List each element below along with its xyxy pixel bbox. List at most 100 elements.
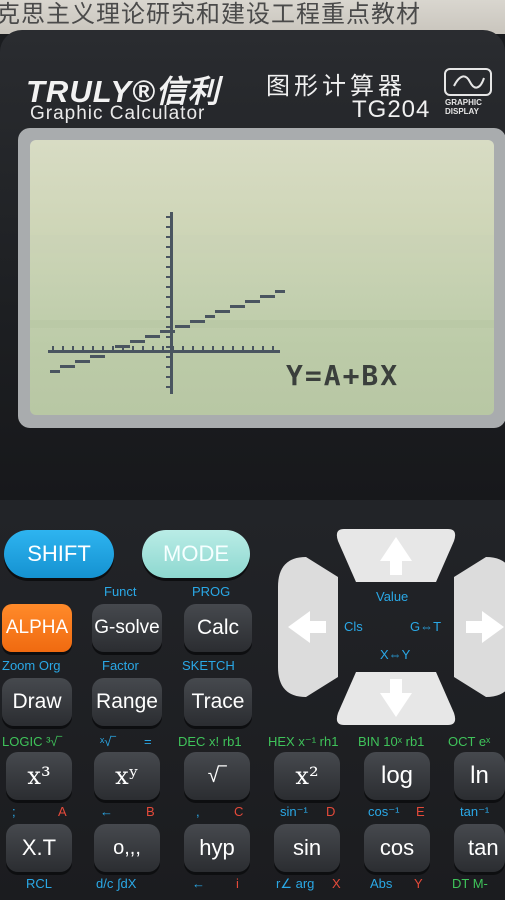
tan-button[interactable]: tan bbox=[454, 824, 505, 872]
screen-glare-band bbox=[30, 320, 494, 328]
x-axis-tick bbox=[152, 346, 154, 350]
y-axis-tick bbox=[166, 316, 170, 318]
calc-button[interactable]: Calc bbox=[184, 604, 252, 652]
square-root-button[interactable]: √‾ bbox=[184, 752, 250, 800]
abs-label: Abs bbox=[370, 876, 393, 891]
ln-button[interactable]: ln bbox=[454, 752, 505, 800]
x-cubed-button[interactable]: x³ bbox=[6, 752, 72, 800]
x-axis-tick bbox=[82, 346, 84, 350]
semicolon-label: ; bbox=[12, 804, 16, 819]
x-axis-tick bbox=[262, 346, 264, 350]
graph-line-pixel bbox=[145, 335, 150, 338]
brand-subtitle: Graphic Calculator bbox=[30, 103, 206, 124]
arrow-i-label: ← bbox=[192, 876, 205, 891]
zoom-org-label: Zoom Org bbox=[2, 658, 61, 673]
x-axis-tick bbox=[92, 346, 94, 350]
funct-label: Funct bbox=[104, 584, 137, 599]
brand-logo: TRULY®信利 bbox=[26, 74, 220, 109]
hyp-button[interactable]: hyp bbox=[184, 824, 250, 872]
y-axis-tick bbox=[166, 366, 170, 368]
factor-label: Factor bbox=[102, 658, 139, 673]
graph-line-pixel bbox=[235, 305, 240, 308]
background-paper: 克思主义理论研究和建设工程重点教材 bbox=[0, 0, 505, 34]
arrow-up-icon bbox=[380, 537, 412, 575]
bin-label: BIN 10ˣ rb1 bbox=[358, 734, 425, 749]
x-axis-tick bbox=[102, 346, 104, 350]
graph-line-pixel bbox=[200, 320, 205, 323]
graph-line-pixel bbox=[195, 320, 200, 323]
graph-line-pixel bbox=[175, 325, 180, 328]
value-label: Value bbox=[376, 589, 409, 604]
graph-line-pixel bbox=[220, 310, 225, 313]
draw-button[interactable]: Draw bbox=[2, 678, 72, 726]
log-button[interactable]: log bbox=[364, 752, 430, 800]
y-axis-tick bbox=[166, 356, 170, 358]
alpha-e-label: E bbox=[416, 804, 425, 819]
alpha-a-label: A bbox=[58, 804, 67, 819]
y-axis-tick bbox=[166, 236, 170, 238]
graph-line-pixel bbox=[135, 340, 140, 343]
model-number: TG204 bbox=[352, 96, 431, 123]
graph-line-pixel bbox=[265, 295, 270, 298]
graph-line-pixel bbox=[55, 370, 60, 373]
rcl-label: RCL bbox=[26, 876, 53, 891]
graph-line-pixel bbox=[280, 290, 285, 293]
y-axis-tick bbox=[166, 276, 170, 278]
alpha-button[interactable]: ALPHA bbox=[2, 604, 72, 652]
graph-line-pixel bbox=[275, 290, 280, 293]
dec-label: DEC x! rb1 bbox=[178, 734, 242, 749]
graph-line-pixel bbox=[140, 340, 145, 343]
x-axis-tick bbox=[62, 346, 64, 350]
x-axis-tick bbox=[162, 346, 164, 350]
wave-icon bbox=[453, 75, 485, 89]
graph-line-pixel bbox=[150, 335, 155, 338]
y-axis-tick bbox=[166, 226, 170, 228]
x-axis-tick bbox=[142, 346, 144, 350]
graph-line-pixel bbox=[80, 360, 85, 363]
graphic-display-icon bbox=[444, 68, 492, 96]
x-power-y-button[interactable]: xʸ bbox=[94, 752, 160, 800]
range-button[interactable]: Range bbox=[92, 678, 162, 726]
dt-label: DT M- bbox=[452, 876, 488, 891]
g-solve-button[interactable]: G-solve bbox=[92, 604, 162, 652]
graph-line-pixel bbox=[205, 315, 210, 318]
x-axis-tick bbox=[132, 346, 134, 350]
dpad-shape bbox=[278, 529, 505, 725]
sin-button[interactable]: sin bbox=[274, 824, 340, 872]
graph-plot: Y=A+BX bbox=[30, 212, 494, 394]
graph-line-pixel bbox=[240, 305, 245, 308]
graph-line-pixel bbox=[225, 310, 230, 313]
graph-line-pixel bbox=[155, 335, 160, 338]
paper-text: 克思主义理论研究和建设工程重点教材 bbox=[0, 0, 421, 28]
x-axis-tick bbox=[192, 346, 194, 350]
sketch-label: SKETCH bbox=[182, 658, 235, 673]
eq-label: = bbox=[144, 734, 152, 749]
rarg-label: r∠ arg bbox=[276, 876, 315, 891]
x-axis-tick bbox=[272, 346, 274, 350]
y-axis-tick bbox=[166, 336, 170, 338]
arrow-right-icon bbox=[466, 611, 504, 643]
trace-button[interactable]: Trace bbox=[184, 678, 252, 726]
x-t-button[interactable]: X.T bbox=[6, 824, 72, 872]
graph-line-pixel bbox=[65, 365, 70, 368]
alpha-x-label: X bbox=[332, 876, 341, 891]
graph-line bbox=[50, 290, 285, 373]
graph-line-pixel bbox=[60, 365, 65, 368]
cos-button[interactable]: cos bbox=[364, 824, 430, 872]
cls-label: Cls bbox=[344, 619, 363, 634]
alpha-b-label: B bbox=[146, 804, 155, 819]
oct-label: OCT eˣ bbox=[448, 734, 491, 749]
graph-line-pixel bbox=[270, 295, 275, 298]
mode-button[interactable]: MODE bbox=[142, 530, 250, 578]
degree-minute-second-button[interactable]: o,,, bbox=[94, 824, 160, 872]
graph-line-pixel bbox=[105, 350, 110, 353]
x-squared-button[interactable]: x² bbox=[274, 752, 340, 800]
display-label-line-1: GRAPHIC bbox=[445, 98, 482, 107]
graph-line-pixel bbox=[110, 350, 115, 353]
graph-line-pixel bbox=[125, 345, 130, 348]
xy-swap-label: X⇔Y bbox=[380, 647, 411, 662]
graph-line-pixel bbox=[95, 355, 100, 358]
screen-glare-band bbox=[30, 235, 494, 253]
graph-line-pixel bbox=[120, 345, 125, 348]
shift-button[interactable]: SHIFT bbox=[4, 530, 114, 578]
